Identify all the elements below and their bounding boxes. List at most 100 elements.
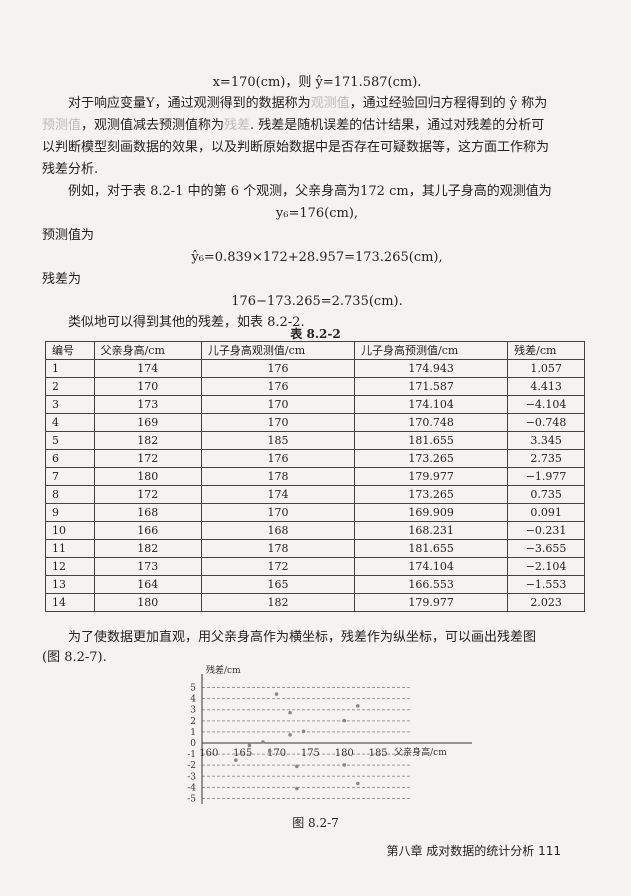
y-tick-label: 1 (190, 728, 196, 738)
table-cell: 168 (93, 503, 202, 522)
table-cell: 4 (45, 413, 95, 432)
y-tick-label: 5 (190, 684, 196, 694)
paragraph: 预测值为 (42, 228, 95, 243)
table-cell: 181.655 (354, 539, 509, 558)
table-cell: 172 (200, 557, 356, 576)
paragraph: (图 8.2-7). (42, 650, 107, 665)
table-row: 9 168 170 169.909 0.091 (45, 503, 585, 522)
table-cell: 180 (93, 467, 202, 486)
table-row: 5 182 185 181.655 3.345 (45, 431, 585, 450)
data-point (234, 758, 238, 763)
figure-caption: 图 8.2-7 (292, 816, 339, 830)
x-tick-label: 185 (369, 748, 388, 759)
table-row: 14 180 182 179.977 2.023 (45, 593, 585, 612)
table-cell: 173.265 (354, 485, 509, 504)
table-cell: 185 (200, 431, 356, 450)
table-cell: 180 (93, 593, 202, 612)
table-cell: 164 (93, 575, 202, 594)
table-cell: 166 (93, 521, 202, 540)
table-cell: 3.345 (507, 431, 585, 450)
table-row: 6 172 176 173.265 2.735 (45, 449, 585, 468)
table-cell: 11 (45, 539, 95, 558)
table-cell: 169 (93, 413, 202, 432)
table-row: 12 173 172 174.104 −2.104 (45, 557, 585, 576)
data-point (295, 764, 299, 769)
y-tick-label: -1 (187, 750, 196, 760)
table-cell: −1.553 (507, 575, 585, 594)
table-row: 13 164 165 166.553 −1.553 (45, 575, 585, 594)
data-point (288, 710, 292, 715)
text: ，观测值减去预测值称为 (81, 118, 225, 133)
paragraph: 对于响应变量Y，通过观测得到的数据称为观测值，通过经验回归方程得到的 ŷ 称为 (42, 94, 592, 114)
table-row: 2 170 176 171.587 4.413 (45, 377, 585, 396)
table-cell: 181.655 (354, 431, 509, 450)
table-cell: −2.104 (507, 557, 585, 576)
paragraph: 类似地可以得到其他的残差，如表 8.2-2. (68, 315, 305, 330)
y-tick-label: 4 (190, 695, 196, 705)
table-row: 4 169 170 170.748 −0.748 (45, 413, 585, 432)
y-tick-label: 2 (190, 717, 196, 727)
table-row: 11 182 178 181.655 −3.655 (45, 539, 585, 558)
column-header: 儿子身高观测值/cm (200, 341, 356, 360)
table-cell: 171.587 (354, 377, 509, 396)
paragraph: 残差为 (42, 272, 82, 287)
paragraph: 为了使数据更加直观，用父亲身高作为横坐标，残差作为纵坐标，可以画出残差图 (68, 630, 537, 645)
y-axis-label: 残差/cm (206, 664, 241, 676)
table-cell: 170.748 (354, 413, 509, 432)
table-cell: 170 (200, 503, 356, 522)
table-cell: 174.104 (354, 557, 509, 576)
data-point (356, 781, 360, 786)
residual-table: 编号 父亲身高/cm 儿子身高观测值/cm 儿子身高预测值/cm 残差/cm 1 174 17… (45, 341, 585, 612)
table-cell: 173 (93, 395, 202, 414)
table-cell: 3 (45, 395, 95, 414)
table-row: 10 166 168 168.231 −0.231 (45, 521, 585, 540)
table-cell: 172 (93, 485, 202, 504)
equation: ŷ₆=0.839×172+28.957=173.265(cm), (191, 250, 443, 265)
equation: 176−173.265=2.735(cm). (231, 294, 403, 309)
x-tick-label: 180 (335, 748, 354, 759)
table-cell: 172 (93, 449, 202, 468)
table-cell: 2.023 (507, 593, 585, 612)
paragraph-line: 预测值，观测值减去预测值称为残差. 残差是随机误差的估计结果，通过对残差的分析可 (42, 116, 592, 136)
table-cell: −1.977 (507, 467, 585, 486)
table-cell: 0.735 (507, 485, 585, 504)
table-cell: 179.977 (354, 467, 509, 486)
table-cell: 0.091 (507, 503, 585, 522)
x-tick-label: 175 (301, 748, 320, 759)
table-cell: 176 (200, 377, 356, 396)
data-point (295, 786, 299, 791)
y-tick-label: -3 (187, 772, 196, 782)
x-tick-label: 170 (267, 748, 286, 759)
column-header: 儿子身高预测值/cm (354, 341, 509, 360)
table-cell: −3.655 (507, 539, 585, 558)
table-cell: −0.748 (507, 413, 585, 432)
table-cell: 5 (45, 431, 95, 450)
table-cell: 14 (45, 593, 95, 612)
equation: y₆=176(cm), (275, 206, 359, 221)
table-cell: 176 (200, 359, 356, 378)
y-tick-label: 3 (190, 706, 196, 716)
text: ，通过经验回归方程得到的 ŷ 称为 (349, 96, 548, 111)
table-cell: 174 (93, 359, 202, 378)
data-point (288, 733, 292, 737)
table-cell: 13 (45, 575, 95, 594)
table-cell: 179.977 (354, 593, 509, 612)
x-tick-label: 160 (199, 748, 218, 759)
y-tick-label: 0 (190, 739, 196, 749)
term: 观测值 (310, 96, 350, 111)
data-point (356, 704, 360, 708)
data-point (267, 749, 272, 754)
table-cell: 166.553 (354, 575, 509, 594)
table-cell: −0.231 (507, 521, 585, 540)
table-cell: 174 (200, 485, 356, 504)
table-cell: 169.909 (354, 503, 509, 522)
table-cell: 182 (200, 593, 356, 612)
table-row: 1 174 176 174.943 1.057 (45, 359, 585, 378)
data-point (342, 763, 347, 767)
table-cell: 12 (45, 557, 95, 576)
table-row: 7 180 178 179.977 −1.977 (45, 467, 585, 486)
table-cell: 170 (93, 377, 202, 396)
column-header: 残差/cm (507, 341, 585, 360)
